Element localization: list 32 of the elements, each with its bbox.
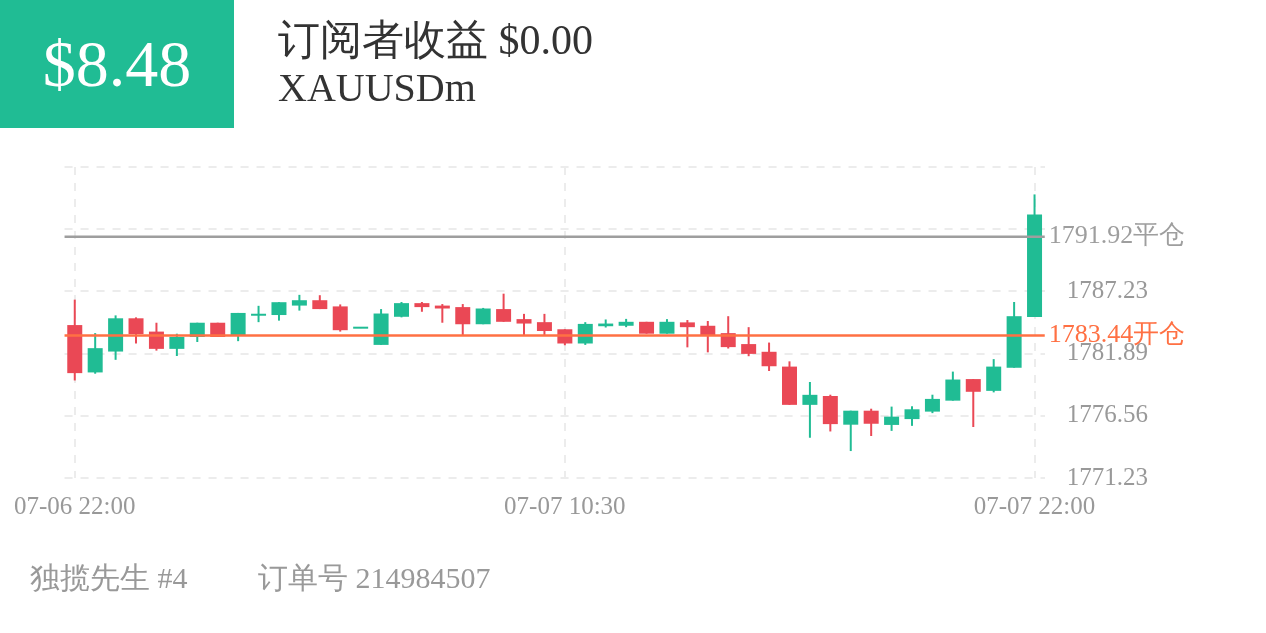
candlestick (679, 319, 695, 349)
x-tick-label: 07-06 22:00 (13, 491, 136, 519)
candlestick (434, 303, 450, 324)
candlestick (843, 409, 859, 453)
candlestick (332, 303, 348, 333)
candlestick (536, 312, 552, 337)
candlestick (945, 370, 961, 402)
x-tick-label: 07-07 22:00 (973, 491, 1096, 519)
y-tick-label: 1776.56 (1066, 400, 1148, 428)
candlestick (884, 405, 900, 432)
y-tick-label: 1771.23 (1066, 462, 1148, 490)
candlestick (271, 301, 287, 322)
candlestick (516, 312, 532, 337)
chart-subtitle: XAUUSDm (278, 64, 476, 111)
candlestick (965, 378, 981, 429)
text: 独揽先生 #4 (30, 560, 188, 596)
candlestick (128, 316, 144, 345)
text: 订单号 214984507 (258, 560, 491, 596)
text: $8.48 (0, 0, 234, 128)
ref-line-label: 1791.92平仓 (1048, 220, 1186, 250)
candlestick (924, 393, 940, 415)
candlestick (455, 303, 471, 337)
candlestick (802, 380, 818, 439)
candlestick (230, 311, 246, 343)
candlestick (761, 341, 777, 373)
candlestick (496, 292, 512, 323)
candlestick (904, 405, 920, 427)
chart-title: 订阅者收益 $0.00 (278, 17, 593, 63)
candlestick (741, 326, 757, 358)
y-tick-label: 1787.23 (1066, 275, 1148, 303)
x-tick-label: 07-07 10:30 (504, 491, 626, 519)
candlestick (863, 407, 879, 438)
